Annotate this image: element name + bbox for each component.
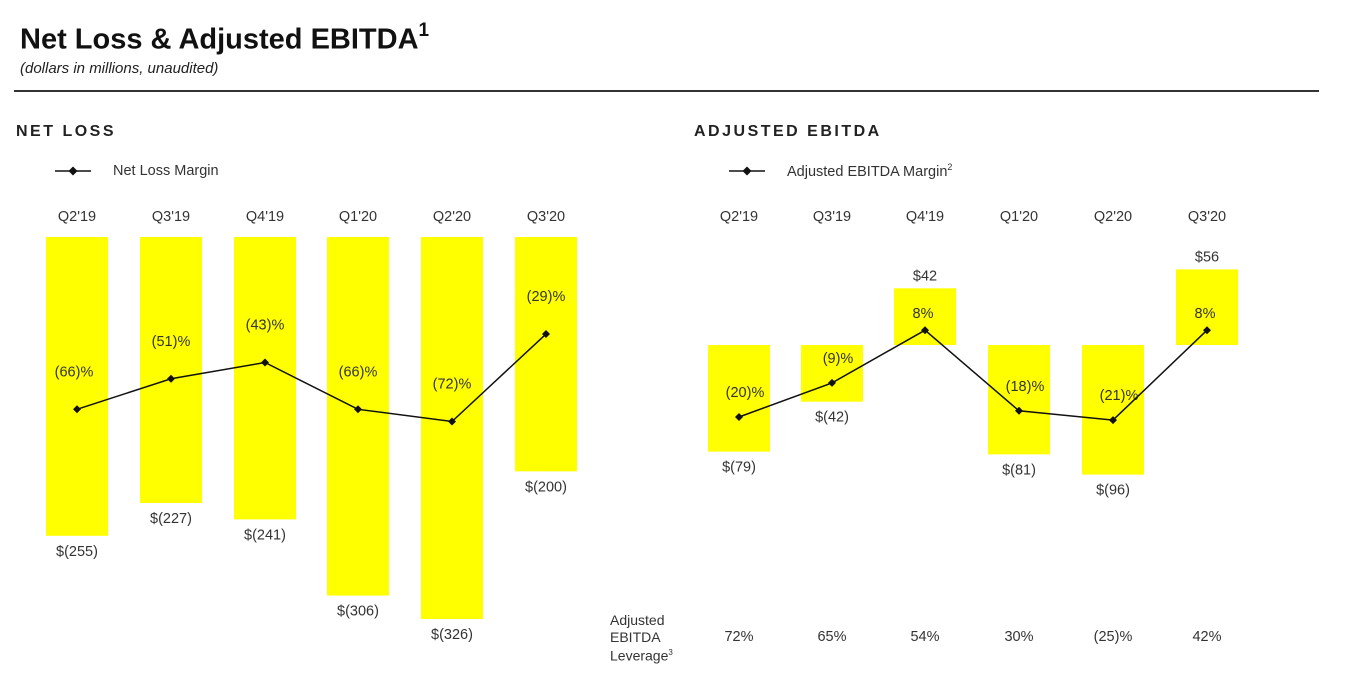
page-subtitle: (dollars in millions, unaudited) <box>20 60 219 77</box>
bar-value-label: $(96) <box>1096 483 1130 499</box>
margin-label: (21)% <box>1100 388 1139 404</box>
ebitda-bar <box>708 345 770 452</box>
category-label: Q1'20 <box>1000 209 1038 225</box>
bar-value-label: $(306) <box>337 604 379 620</box>
category-label: Q3'19 <box>813 209 851 225</box>
leverage-value: 65% <box>817 629 846 645</box>
ebitda-bar <box>988 345 1050 455</box>
bar-value-label: $(79) <box>722 460 756 476</box>
margin-label: (18)% <box>1006 379 1045 395</box>
bar-value-label: $(42) <box>815 410 849 426</box>
leverage-label-line: Adjusted <box>610 612 665 628</box>
category-label: Q2'20 <box>1094 209 1132 225</box>
ebitda-legend: Adjusted EBITDA Margin2 <box>729 161 952 181</box>
leverage-value: 54% <box>910 629 939 645</box>
ebitda-margin-line <box>738 329 1208 421</box>
net-loss-margin-point <box>261 358 269 367</box>
page-title: Net Loss & Adjusted EBITDA1 <box>20 20 430 57</box>
legend-line-marker-icon <box>729 166 765 176</box>
ebitda-legend-label: Adjusted EBITDA Margin2 <box>787 162 952 180</box>
leverage-value: (25)% <box>1094 629 1133 645</box>
bar-value-label: $(81) <box>1002 462 1036 478</box>
ebitda-margin-point <box>1015 406 1023 415</box>
header-divider <box>14 90 1319 92</box>
category-label: Q4'19 <box>246 209 284 225</box>
category-label: Q3'20 <box>527 209 565 225</box>
net-loss-margin-point <box>448 417 456 426</box>
category-label: Q3'19 <box>152 209 190 225</box>
ebitda-bar <box>1082 345 1144 475</box>
ebitda-margin-point <box>921 326 929 335</box>
net-loss-margin-point <box>73 405 81 414</box>
bar-value-label: $42 <box>913 268 937 284</box>
category-label: Q4'19 <box>906 209 944 225</box>
margin-label: (72)% <box>433 377 472 393</box>
margin-label: 8% <box>1195 306 1216 322</box>
net-loss-margin-line <box>76 333 547 423</box>
category-label: Q2'20 <box>433 209 471 225</box>
ebitda-legend-footnote: 2 <box>947 162 953 173</box>
net-loss-section-title: NET LOSS <box>16 123 117 140</box>
net-loss-margin-point <box>167 374 175 383</box>
bar-value-label: $56 <box>1195 249 1219 265</box>
net-loss-bar <box>46 237 108 536</box>
net-loss-legend-label: Net Loss Margin <box>113 163 219 179</box>
margin-label: (66)% <box>55 364 94 380</box>
margin-label: 8% <box>913 306 934 322</box>
leverage-label-text: Leverage <box>610 647 669 664</box>
bar-value-label: $(227) <box>150 511 192 527</box>
category-label: Q1'20 <box>339 209 377 225</box>
ebitda-margin-point <box>1203 326 1211 335</box>
title-footnote: 1 <box>418 20 430 41</box>
ebitda-margin-point <box>735 413 743 421</box>
leverage-label-line: EBITDA <box>610 628 661 645</box>
net-loss-legend: Net Loss Margin <box>55 161 219 181</box>
net-loss-bar <box>234 237 296 520</box>
ebitda-bar <box>801 345 863 402</box>
margin-label: (20)% <box>726 385 765 401</box>
net-loss-bar <box>140 237 202 503</box>
leverage-label-line: Leverage3 <box>610 645 673 664</box>
margin-label: (29)% <box>527 289 566 305</box>
leverage-value: 72% <box>724 629 753 645</box>
ebitda-bar <box>894 288 956 345</box>
bar-value-label: $(255) <box>56 544 98 560</box>
net-loss-margin-point <box>354 405 362 414</box>
ebitda-margin-point <box>1109 416 1117 425</box>
margin-label: (43)% <box>246 318 285 334</box>
category-label: Q3'20 <box>1188 209 1226 225</box>
category-label: Q2'19 <box>720 209 758 225</box>
category-label: Q2'19 <box>58 209 96 225</box>
net-loss-margin-point <box>542 330 550 339</box>
margin-label: (66)% <box>339 364 378 380</box>
legend-line-marker-icon <box>55 166 91 176</box>
leverage-value: 42% <box>1192 629 1221 645</box>
leverage-label-footnote: 3 <box>668 648 673 657</box>
leverage-value: 30% <box>1004 629 1033 645</box>
net-loss-bar <box>421 237 483 619</box>
ebitda-section-title: ADJUSTED EBITDA <box>694 123 882 140</box>
ebitda-margin-point <box>828 378 836 387</box>
ebitda-legend-text: Adjusted EBITDA Margin <box>787 163 948 180</box>
bar-value-label: $(326) <box>431 627 473 643</box>
margin-label: (51)% <box>152 334 191 350</box>
margin-label: (9)% <box>823 351 854 367</box>
net-loss-bar <box>327 237 389 596</box>
leverage-row-label: Adjusted EBITDA Leverage3 <box>610 612 673 664</box>
page-title-text: Net Loss & Adjusted EBITDA <box>20 23 419 56</box>
bar-value-label: $(200) <box>525 479 567 495</box>
bar-value-label: $(241) <box>244 527 286 543</box>
